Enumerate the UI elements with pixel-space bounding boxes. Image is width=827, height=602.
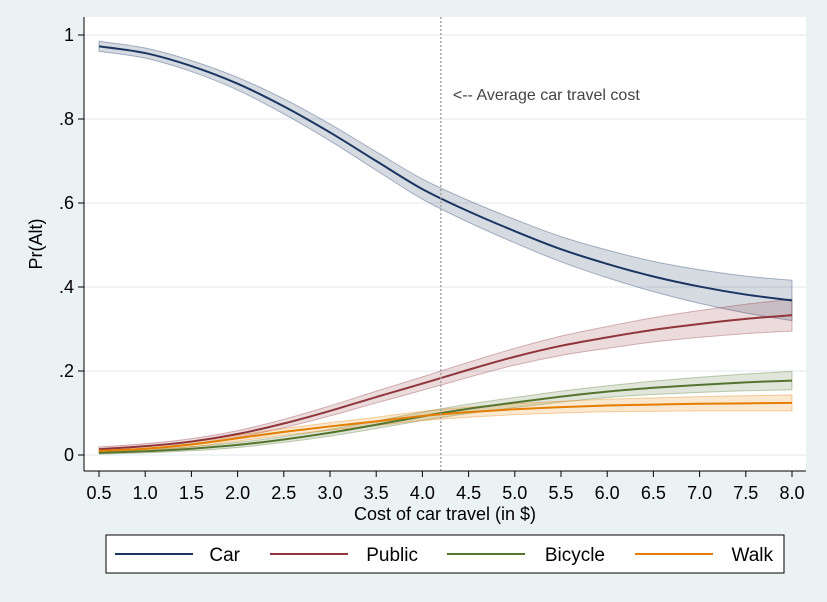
y-tick-label: 1 [64,25,74,45]
x-tick-label: 4.0 [410,483,435,503]
x-tick-label: 5.0 [502,483,527,503]
legend-label-bicycle: Bicycle [545,545,605,566]
x-axis-title: Cost of car travel (in $) [354,504,536,524]
y-tick-label: .2 [59,361,74,381]
ci-band-walk [98,394,793,453]
series-lines [98,45,793,454]
x-tick-label: 1.0 [133,483,158,503]
x-tick-label: 3.5 [364,483,389,503]
ci-band-car [98,40,793,322]
y-tick-label: .8 [59,109,74,129]
x-tick-label: 0.5 [86,483,111,503]
series-line-car [98,45,793,302]
y-axis-title: Pr(Alt) [26,219,46,270]
series-line-walk [98,401,793,452]
reference-annotation: <-- Average car travel cost [453,87,640,104]
x-tick-label: 7.5 [733,483,758,503]
y-tick-label: 0 [64,445,74,465]
x-tick-label: 6.0 [595,483,620,503]
series-line-public [98,314,793,451]
x-tick-label: 3.0 [317,483,342,503]
y-tick-label: .6 [59,193,74,213]
plot-area [84,17,806,471]
x-tick-label: 2.5 [271,483,296,503]
x-tick-label: 8.0 [779,483,804,503]
x-tick-label: 5.5 [548,483,573,503]
gridlines [84,34,806,456]
y-axis-ticks: 0 .2 .4 .6 .8 1 [59,25,84,465]
legend: Car Public Bicycle Walk [115,545,773,566]
legend-label-walk: Walk [731,545,773,566]
x-tick-label: 1.5 [179,483,204,503]
series-line-bicycle [98,379,793,454]
y-tick-label: .4 [59,277,74,297]
legend-label-car: Car [209,545,240,566]
x-tick-label: 4.5 [456,483,481,503]
x-tick-label: 7.0 [687,483,712,503]
x-tick-label: 2.0 [225,483,250,503]
x-axis-ticks: 0.5 1.0 1.5 2.0 2.5 3.0 3.5 4.0 4.5 5.0 5.5 6.0 6.5 7… [86,471,805,503]
ci-band-public [98,298,793,452]
legend-label-public: Public [366,545,418,566]
x-tick-label: 6.5 [641,483,666,503]
